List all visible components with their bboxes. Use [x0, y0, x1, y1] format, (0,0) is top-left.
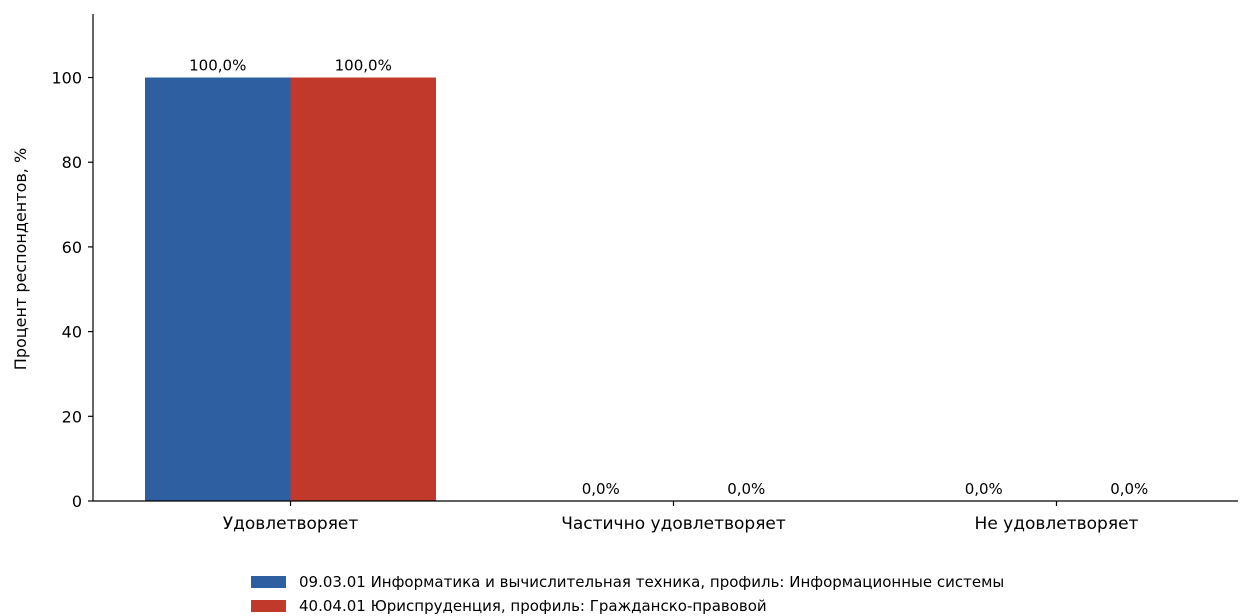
legend-label: 40.04.01 Юриспруденция, профиль: Граждан…: [299, 597, 767, 615]
legend-label: 09.03.01 Информатика и вычислительная те…: [299, 573, 1004, 591]
legend-swatch: [251, 576, 286, 588]
bar-labels-layer: 100,0% 100,0% 0,0% 0,0% 0,0% 0,0%: [189, 57, 1148, 498]
bar-value-label: 0,0%: [582, 480, 620, 498]
bars-layer: [145, 77, 436, 502]
y-tick-label: 0: [72, 492, 82, 511]
bar-value-label: 0,0%: [965, 480, 1003, 498]
x-tick-label: Удовлетворяет: [223, 514, 359, 534]
legend-swatch: [251, 600, 286, 612]
bar-value-label: 100,0%: [189, 57, 246, 75]
y-tick-label: 100: [51, 69, 82, 88]
bar-value-label: 0,0%: [727, 480, 765, 498]
bar-value-label: 100,0%: [335, 57, 392, 75]
y-axis-label: Процент респондентов, %: [11, 148, 30, 370]
y-tick-label: 20: [62, 407, 82, 426]
x-tick-label: Частично удовлетворяет: [561, 514, 786, 534]
bar: [145, 77, 291, 502]
x-tick-label: Не удовлетворяет: [975, 514, 1139, 534]
bar-value-label: 0,0%: [1110, 480, 1148, 498]
bar: [290, 77, 436, 502]
x-ticks: Удовлетворяет Частично удовлетворяет Не уд…: [223, 501, 1139, 534]
y-ticks: 0 20 40 60 80 100: [51, 69, 93, 511]
y-tick-label: 40: [62, 323, 82, 342]
y-tick-label: 80: [62, 153, 82, 172]
legend: 09.03.01 Информатика и вычислительная те…: [251, 573, 1004, 615]
y-tick-label: 60: [62, 238, 82, 257]
